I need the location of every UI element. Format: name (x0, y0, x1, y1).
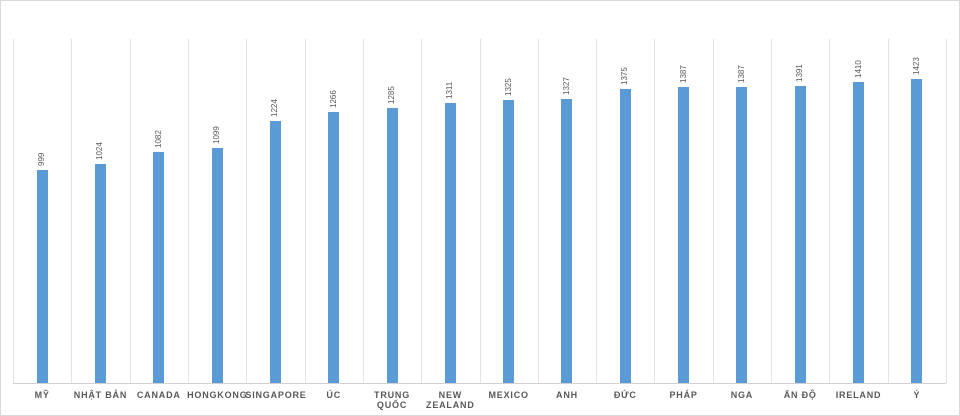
grid-line (887, 39, 889, 383)
x-tick-label: ANH (556, 390, 578, 400)
grid-line (129, 39, 131, 383)
x-tick-label: MEXICO (488, 390, 529, 400)
bar (911, 78, 923, 383)
bar (328, 112, 340, 383)
bar (503, 99, 515, 383)
data-label: 1285 (387, 86, 397, 105)
bar (678, 86, 690, 383)
data-label: 1391 (795, 63, 805, 82)
bar (853, 81, 865, 383)
bar (94, 164, 106, 383)
grid-line (13, 39, 14, 383)
data-label: 1325 (503, 78, 513, 96)
grid-line (712, 39, 714, 383)
data-label: 1082 (153, 129, 163, 148)
x-tick-label: HONGKONG (187, 390, 248, 400)
grid-line (537, 39, 539, 383)
x-tick-label: PHÁP (669, 390, 698, 400)
bar (153, 151, 165, 383)
x-tick-label: ÚC (326, 390, 342, 400)
data-label: 1423 (911, 57, 921, 75)
x-axis (13, 383, 946, 384)
x-tick-label: IRELAND (835, 390, 882, 400)
x-tick-label: ĐỨC (613, 390, 637, 400)
x-tick-label: NEW ZEALAND (426, 390, 475, 410)
data-label: 1327 (561, 77, 571, 96)
x-tick-label: NGA (730, 390, 754, 400)
grid-line (596, 39, 598, 383)
grid-line (71, 39, 73, 383)
grid-line (362, 39, 364, 383)
grid-line (304, 39, 306, 383)
x-tick-label: CANADA (136, 390, 181, 400)
x-tick-label: MỸ (34, 390, 50, 400)
bar (561, 99, 573, 383)
data-label: 1375 (620, 67, 630, 86)
bar (36, 169, 48, 383)
x-tick-label: Ý (913, 390, 921, 400)
x-tick-label: SINGAPORE (245, 390, 307, 400)
grid-line (187, 39, 189, 383)
bar (619, 89, 631, 383)
data-label: 1311 (445, 81, 455, 99)
grid-line (421, 39, 423, 383)
data-label: 1024 (95, 142, 105, 161)
data-label: 1387 (678, 64, 688, 83)
grid-line (654, 39, 656, 383)
x-tick-label: NHẬT BẢN (73, 390, 128, 400)
bar (736, 86, 748, 383)
bar (211, 148, 223, 383)
bar (444, 102, 456, 383)
data-label: 1224 (270, 99, 280, 118)
data-label: 1387 (736, 64, 746, 83)
grid-line (479, 39, 481, 383)
data-label: 999 (37, 152, 47, 166)
bar (269, 121, 281, 383)
bar (794, 85, 806, 383)
grid-line (771, 39, 773, 383)
grid-line (246, 39, 248, 383)
grid-line (946, 39, 947, 383)
data-label: 1099 (212, 126, 222, 145)
grid-line (829, 39, 831, 383)
data-label: 1410 (853, 59, 863, 78)
x-tick-label: TRUNG QUỐC (374, 390, 411, 410)
x-tick-label: ẤN ĐỘ (783, 390, 817, 400)
bar (386, 108, 398, 383)
data-label: 1266 (328, 90, 338, 109)
